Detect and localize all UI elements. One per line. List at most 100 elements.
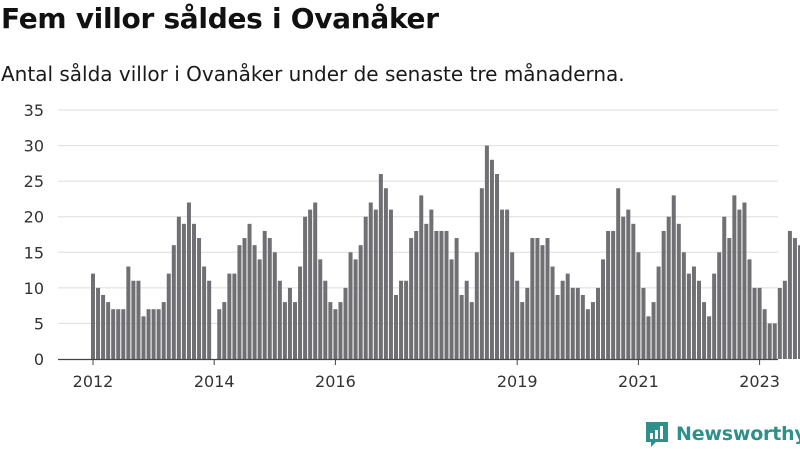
bar <box>323 280 328 359</box>
bar <box>136 280 141 359</box>
bar <box>777 287 782 359</box>
bar <box>656 266 661 359</box>
bar <box>580 294 585 359</box>
bar <box>358 245 363 359</box>
bar <box>378 174 383 359</box>
bar <box>161 302 166 359</box>
bar <box>722 216 727 359</box>
bar <box>651 302 656 359</box>
x-tick-label: 2014 <box>194 372 235 391</box>
x-tick-label: 2023 <box>739 372 780 391</box>
bar <box>404 280 409 359</box>
bar <box>121 309 126 359</box>
bar <box>747 259 752 359</box>
bar <box>156 309 161 359</box>
bar <box>192 223 196 359</box>
bar <box>383 188 388 359</box>
bar <box>207 280 212 359</box>
bar <box>131 280 136 359</box>
bar <box>686 273 691 359</box>
bar <box>707 316 712 359</box>
bar <box>353 259 358 359</box>
bar <box>661 230 666 359</box>
bar <box>772 323 777 359</box>
bar <box>429 209 434 359</box>
bar <box>590 302 595 359</box>
bar <box>565 273 570 359</box>
bar <box>202 266 207 359</box>
bar <box>570 287 575 359</box>
bar <box>636 252 641 359</box>
bar <box>646 316 651 359</box>
bar <box>434 230 439 359</box>
bar <box>272 252 277 359</box>
bar <box>560 280 565 359</box>
bar <box>732 195 737 359</box>
bar <box>742 202 747 359</box>
bar <box>712 273 717 359</box>
bar <box>343 287 348 359</box>
bar <box>691 266 696 359</box>
bar <box>328 302 333 359</box>
bar <box>424 223 429 359</box>
bar <box>252 245 257 359</box>
bar <box>176 216 181 359</box>
bar <box>792 238 797 359</box>
bar <box>489 159 494 359</box>
y-tick-label: 10 <box>24 279 44 298</box>
bar <box>540 245 545 359</box>
bar <box>388 209 393 359</box>
bar <box>737 209 742 359</box>
x-tick-label: 2019 <box>497 372 538 391</box>
bar <box>399 280 404 359</box>
bar <box>222 302 227 359</box>
chart-title: Fem villor såldes i Ovanåker <box>1 2 439 35</box>
bar <box>293 302 297 359</box>
bar <box>338 302 343 359</box>
bar <box>616 188 621 359</box>
bar <box>242 238 247 359</box>
bar <box>671 195 676 359</box>
bar <box>474 252 479 359</box>
bar <box>717 252 722 359</box>
bar <box>303 216 308 359</box>
newsworthy-brand[interactable]: Newsworthy <box>644 419 800 449</box>
bar <box>550 266 555 359</box>
bar <box>227 273 232 359</box>
bar <box>308 209 313 359</box>
bar <box>126 266 131 359</box>
bar <box>166 273 171 359</box>
y-tick-label: 0 <box>34 350 44 369</box>
y-tick-label: 20 <box>24 208 44 227</box>
x-tick-label: 2012 <box>73 372 114 391</box>
bar <box>151 309 156 359</box>
bar <box>267 238 272 359</box>
y-tick-label: 25 <box>24 172 44 191</box>
chart-subtitle: Antal sålda villor i Ovanåker under de s… <box>1 62 625 86</box>
bar <box>464 280 469 359</box>
bar <box>787 230 792 359</box>
x-tick-label: 2021 <box>618 372 659 391</box>
bar <box>141 316 146 359</box>
bar <box>146 309 151 359</box>
bar <box>782 280 787 359</box>
bar <box>181 223 186 359</box>
bar <box>197 238 202 359</box>
bar <box>631 223 636 359</box>
bar <box>585 309 590 359</box>
bar <box>454 238 459 359</box>
bar <box>116 309 121 359</box>
bar <box>601 259 606 359</box>
bar <box>106 302 111 359</box>
bar <box>510 252 515 359</box>
bar <box>798 245 800 359</box>
bar <box>666 216 671 359</box>
bar <box>697 280 701 359</box>
bar <box>96 287 101 359</box>
bar <box>479 188 484 359</box>
bar <box>444 230 449 359</box>
bar <box>91 273 95 359</box>
bar <box>727 238 732 359</box>
bar <box>596 287 600 359</box>
